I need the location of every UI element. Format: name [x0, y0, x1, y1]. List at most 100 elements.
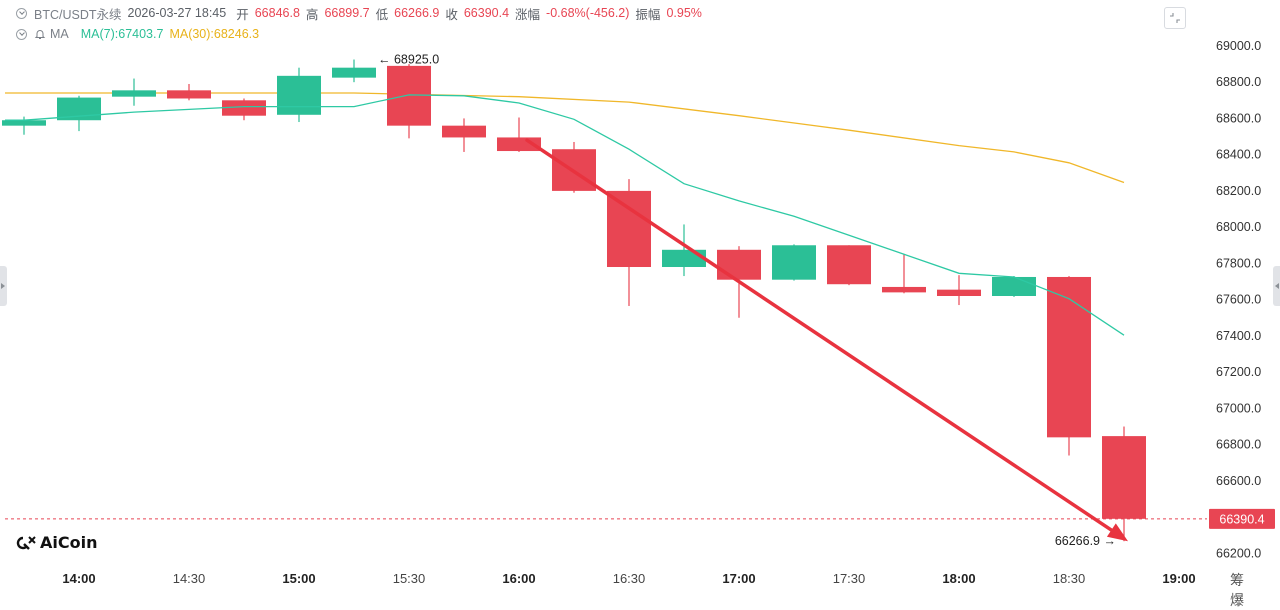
- y-tick-label: 66600.0: [1216, 474, 1261, 488]
- candle: [167, 83, 211, 101]
- current-price-tag: [1209, 508, 1275, 529]
- collapse-toggle-icon[interactable]: [16, 7, 27, 19]
- candle-body: [332, 67, 376, 78]
- symbol-name: BTC/USDT永续: [34, 7, 122, 22]
- low-label: 低: [375, 7, 389, 22]
- ma30-value: MA(30):68246.3: [169, 27, 260, 41]
- change-value: -0.68%(-456.2): [546, 6, 630, 20]
- x-tick-label: 18:30: [1053, 571, 1086, 586]
- x-tick-label: 15:00: [282, 571, 315, 586]
- close-label: 收: [445, 7, 458, 22]
- logo-text: AiCoin: [40, 533, 98, 552]
- candle: [552, 141, 596, 193]
- x-tick-label: 18:00: [942, 571, 975, 586]
- candles-layer: [2, 59, 1146, 542]
- candle-body: [882, 286, 926, 293]
- candle: [662, 224, 706, 277]
- candle: [937, 275, 981, 306]
- candle: [222, 98, 266, 121]
- aicoin-logo-icon: [16, 535, 36, 550]
- candle-body: [937, 289, 981, 296]
- right-panel-toggle[interactable]: [1273, 266, 1280, 306]
- candle: [1047, 276, 1091, 456]
- trend-arrow-shaft: [525, 138, 1114, 532]
- candle: [1102, 426, 1146, 542]
- candle: [332, 59, 376, 83]
- fullscreen-button[interactable]: [1164, 7, 1186, 29]
- candle-body: [57, 97, 101, 121]
- y-tick-label: 66200.0: [1216, 546, 1261, 560]
- candle-body: [112, 90, 156, 97]
- low-marker-label: 66266.9 →: [1055, 534, 1116, 548]
- y-tick-label: 69000.0: [1216, 39, 1261, 53]
- bell-icon[interactable]: [34, 28, 46, 40]
- ma7-line: [5, 94, 1125, 336]
- candle-body: [442, 125, 486, 138]
- collapse-arrows-icon: [1170, 13, 1180, 23]
- x-tick-label: 17:30: [833, 571, 866, 586]
- candle-body: [662, 249, 706, 268]
- candle-body: [167, 90, 211, 99]
- y-tick-label: 68200.0: [1216, 184, 1261, 198]
- y-tick-label: 68000.0: [1216, 220, 1261, 234]
- y-tick-label: 67000.0: [1216, 401, 1261, 415]
- trend-arrow-head: [1106, 523, 1128, 542]
- candle: [387, 64, 431, 139]
- corner-labels[interactable]: 筹 爆: [1230, 572, 1252, 608]
- high-label: 高: [305, 7, 319, 22]
- y-tick-label: 68400.0: [1216, 148, 1261, 162]
- candle: [992, 276, 1036, 297]
- amplitude-value: 0.95%: [666, 6, 702, 20]
- ohlc-header: BTC/USDT永续 2026-03-27 18:45 开 66846.8 高 …: [16, 4, 702, 22]
- candle: [442, 118, 486, 152]
- candle-body: [2, 120, 46, 126]
- ma30-line: [5, 92, 1125, 184]
- x-tick-label: 14:30: [173, 571, 206, 586]
- ma30-layer: [5, 92, 1125, 184]
- amplitude-label: 振幅: [635, 7, 661, 22]
- x-tick-label: 17:00: [722, 571, 755, 586]
- open-value: 66846.8: [254, 6, 300, 20]
- x-tick-label: 16:00: [502, 571, 535, 586]
- candle-body: [1102, 436, 1146, 519]
- high-marker-label: ← 68925.0: [378, 53, 439, 67]
- candle-datetime: 2026-03-27 18:45: [127, 6, 227, 20]
- candle-body: [772, 245, 816, 280]
- x-tick-label: 14:00: [62, 571, 95, 586]
- low-value: 66266.9: [394, 6, 440, 20]
- x-tick-label: 19:00: [1162, 571, 1195, 586]
- y-axis: 66200.066400.066600.066800.067000.067200…: [1216, 39, 1261, 560]
- candle-body: [277, 75, 321, 115]
- y-tick-label: 67400.0: [1216, 329, 1261, 343]
- candle-body: [717, 249, 761, 280]
- aicoin-logo: AiCoin: [15, 533, 97, 552]
- x-axis: 14:00 14:30 15:00 15:30 16:00 16:30 17:00 17:30…: [62, 571, 1195, 586]
- ma7-layer: [5, 94, 1125, 336]
- candle: [277, 67, 321, 123]
- candle: [112, 78, 156, 106]
- x-tick-label: 15:30: [393, 571, 426, 586]
- candle: [57, 95, 101, 132]
- indicator-collapse-icon[interactable]: [16, 28, 27, 40]
- current-price-label: 66390.4: [1219, 512, 1264, 526]
- high-value: 66899.7: [324, 6, 370, 20]
- left-panel-toggle[interactable]: [0, 266, 7, 306]
- close-value: 66390.4: [463, 6, 510, 20]
- candle-body: [827, 245, 871, 285]
- candle: [882, 254, 926, 294]
- y-tick-label: 67200.0: [1216, 365, 1261, 379]
- indicator-header: MA MA(7):67403.7 MA(30):68246.3: [16, 25, 259, 43]
- change-label: 涨幅: [515, 7, 541, 22]
- y-tick-label: 67800.0: [1216, 256, 1261, 270]
- x-tick-label: 16:30: [613, 571, 646, 586]
- annotations-layer: 66390.4 ← 68925.0 66266.9 →: [5, 53, 1275, 548]
- candlestick-chart[interactable]: 66200.066400.066600.066800.067000.067200…: [0, 0, 1280, 592]
- indicator-name[interactable]: MA: [50, 27, 69, 41]
- ma7-value: MA(7):67403.7: [80, 27, 164, 41]
- candle-body: [222, 100, 266, 116]
- candle: [717, 246, 761, 318]
- candle: [607, 179, 651, 306]
- candle-body: [1047, 276, 1091, 438]
- candle: [827, 245, 871, 286]
- y-tick-label: 68800.0: [1216, 75, 1261, 89]
